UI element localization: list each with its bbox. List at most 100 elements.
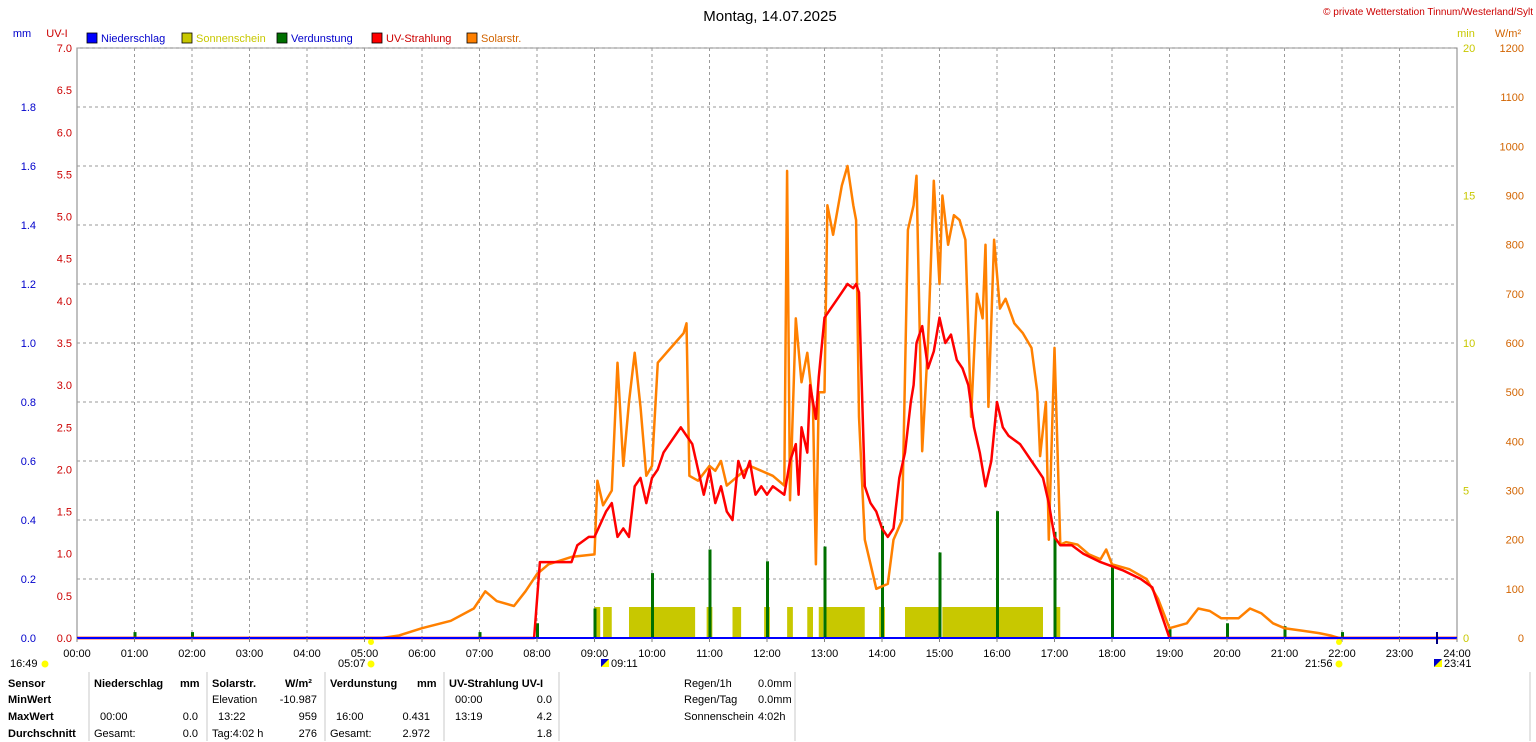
extra-value-rain-day: 0.0mm: [758, 694, 792, 706]
evaporation-bar: [881, 525, 884, 638]
uvi-tick-label: 3.0: [57, 380, 72, 392]
row-label-min: MinWert: [8, 694, 52, 706]
evaporation-bar: [1226, 623, 1229, 638]
min-tick-label: 20: [1463, 43, 1475, 55]
x-tick-label: 22:00: [1328, 648, 1356, 660]
evaporation-bar: [1283, 626, 1287, 638]
header-verdunstung: Verdunstung: [330, 678, 398, 690]
evaporation-bar: [478, 632, 482, 638]
evaporation-bar: [191, 632, 194, 638]
x-tick-label: 13:00: [811, 648, 839, 660]
evaporation-bar: [823, 546, 827, 638]
wm2-tick-label: 100: [1506, 584, 1524, 596]
uvi-tick-label: 1.5: [57, 507, 72, 519]
marker-sunset: 21:56: [1305, 658, 1333, 670]
x-tick-label: 08:00: [523, 648, 551, 660]
x-tick-label: 15:00: [926, 648, 954, 660]
mm-tick-label: 0.8: [21, 397, 36, 409]
min-uv-val: 0.0: [536, 694, 552, 706]
uvi-tick-label: 5.0: [57, 212, 72, 224]
sunshine-bar: [818, 607, 824, 638]
max-uv-val: 4.2: [536, 711, 552, 723]
evaporation-bar: [651, 573, 654, 638]
avg-nied-val: 0.0: [182, 728, 198, 740]
chart-grid: [76, 47, 1458, 639]
max-nied-val: 0.0: [182, 711, 198, 723]
wm2-tick-label: 200: [1506, 535, 1524, 547]
chart-axes: [76, 637, 1458, 642]
uvi-axis-label: UV-I: [46, 28, 67, 40]
min-tick-label: 10: [1463, 338, 1475, 350]
min-solar-val: -10.987: [279, 694, 317, 706]
solar-line: [77, 164, 1457, 640]
mm-tick-label: 0.2: [21, 574, 36, 586]
x-tick-label: 14:00: [868, 648, 896, 660]
mm-tick-label: 0.4: [21, 515, 36, 527]
wm2-tick-label: 1100: [1500, 92, 1524, 104]
sunshine-bar: [732, 607, 742, 638]
wm2-tick-label: 600: [1506, 338, 1524, 350]
sun-icon: [1335, 660, 1343, 668]
legend-label: Solarstr.: [481, 33, 521, 45]
marker-time-left: 16:49: [10, 658, 38, 670]
x-tick-label: 24:00: [1443, 648, 1471, 660]
sunshine-bar: [807, 607, 813, 638]
evaporation-series: [133, 511, 1344, 638]
evaporation-bar: [1168, 629, 1172, 638]
sunshine-bar: [787, 607, 793, 638]
solar-series: [77, 164, 1457, 640]
max-verd-time: 16:00: [336, 711, 364, 723]
wm2-tick-label: 1200: [1500, 43, 1524, 55]
row-label-avg: Durchschnitt: [8, 728, 76, 740]
x-tick-label: 09:00: [581, 648, 609, 660]
mm-tick-label: 1.8: [21, 102, 36, 114]
evaporation-bar: [593, 608, 597, 638]
min-axis-label: min: [1457, 28, 1475, 40]
wm2-tick-label: 0: [1518, 633, 1524, 645]
mm-tick-label: 1.6: [21, 161, 36, 173]
sunset-tick-icon: [1336, 639, 1342, 645]
avg-uv-val: 1.8: [536, 728, 552, 740]
extra-label-rain-day: Regen/Tag: [684, 694, 738, 706]
sunshine-bar: [905, 607, 940, 638]
extra-value-rain-hour: 0.0mm: [758, 678, 792, 690]
sunshine-series: [594, 607, 1061, 638]
moon-half-icon: [1434, 659, 1442, 667]
min-solar-time: Elevation: [212, 694, 258, 706]
max-solar-time: 13:22: [218, 711, 246, 723]
uv-line: [77, 282, 1457, 640]
wm2-tick-label: 300: [1506, 486, 1524, 498]
max-nied-time: 00:00: [100, 711, 128, 723]
max-verd-val: 0.431: [402, 711, 430, 723]
min-tick-label: 15: [1463, 191, 1475, 203]
legend-swatch: [276, 32, 288, 44]
avg-nied-time: Gesamt:: [94, 728, 136, 740]
sunshine-bar: [824, 607, 865, 638]
x-tick-label: 16:00: [983, 648, 1011, 660]
x-tick-label: 07:00: [466, 648, 494, 660]
avg-verd-val: 2.972: [402, 728, 430, 740]
row-label-max: MaxWert: [8, 711, 54, 723]
evaporation-bar: [133, 632, 137, 638]
legend-label: Sonnenschein: [196, 33, 266, 45]
extra-label-rain-hour: Regen/1h: [684, 678, 732, 690]
wm2-tick-label: 500: [1506, 387, 1524, 399]
min-tick-label: 5: [1463, 486, 1469, 498]
evaporation-bar: [766, 561, 769, 638]
sunshine-bar: [594, 607, 601, 638]
x-tick-label: 12:00: [753, 648, 781, 660]
uvi-tick-label: 0.5: [57, 591, 72, 603]
uvi-tick-label: 2.0: [57, 464, 72, 476]
sunrise-tick-icon: [368, 639, 374, 645]
max-uv-time: 13:19: [455, 711, 483, 723]
header-solar-unit: W/m²: [285, 678, 312, 690]
summary-table: Sensor Niederschlag mm Solarstr. W/m² Ve…: [0, 676, 1536, 741]
sunshine-bar: [942, 607, 1043, 638]
evaporation-bar: [1053, 531, 1057, 638]
x-tick-label: 23:00: [1386, 648, 1414, 660]
uvi-tick-label: 4.0: [57, 296, 72, 308]
min-tick-label: 0: [1463, 633, 1469, 645]
uvi-tick-label: 6.5: [57, 85, 72, 97]
marker-time-right: 23:41: [1444, 658, 1472, 670]
